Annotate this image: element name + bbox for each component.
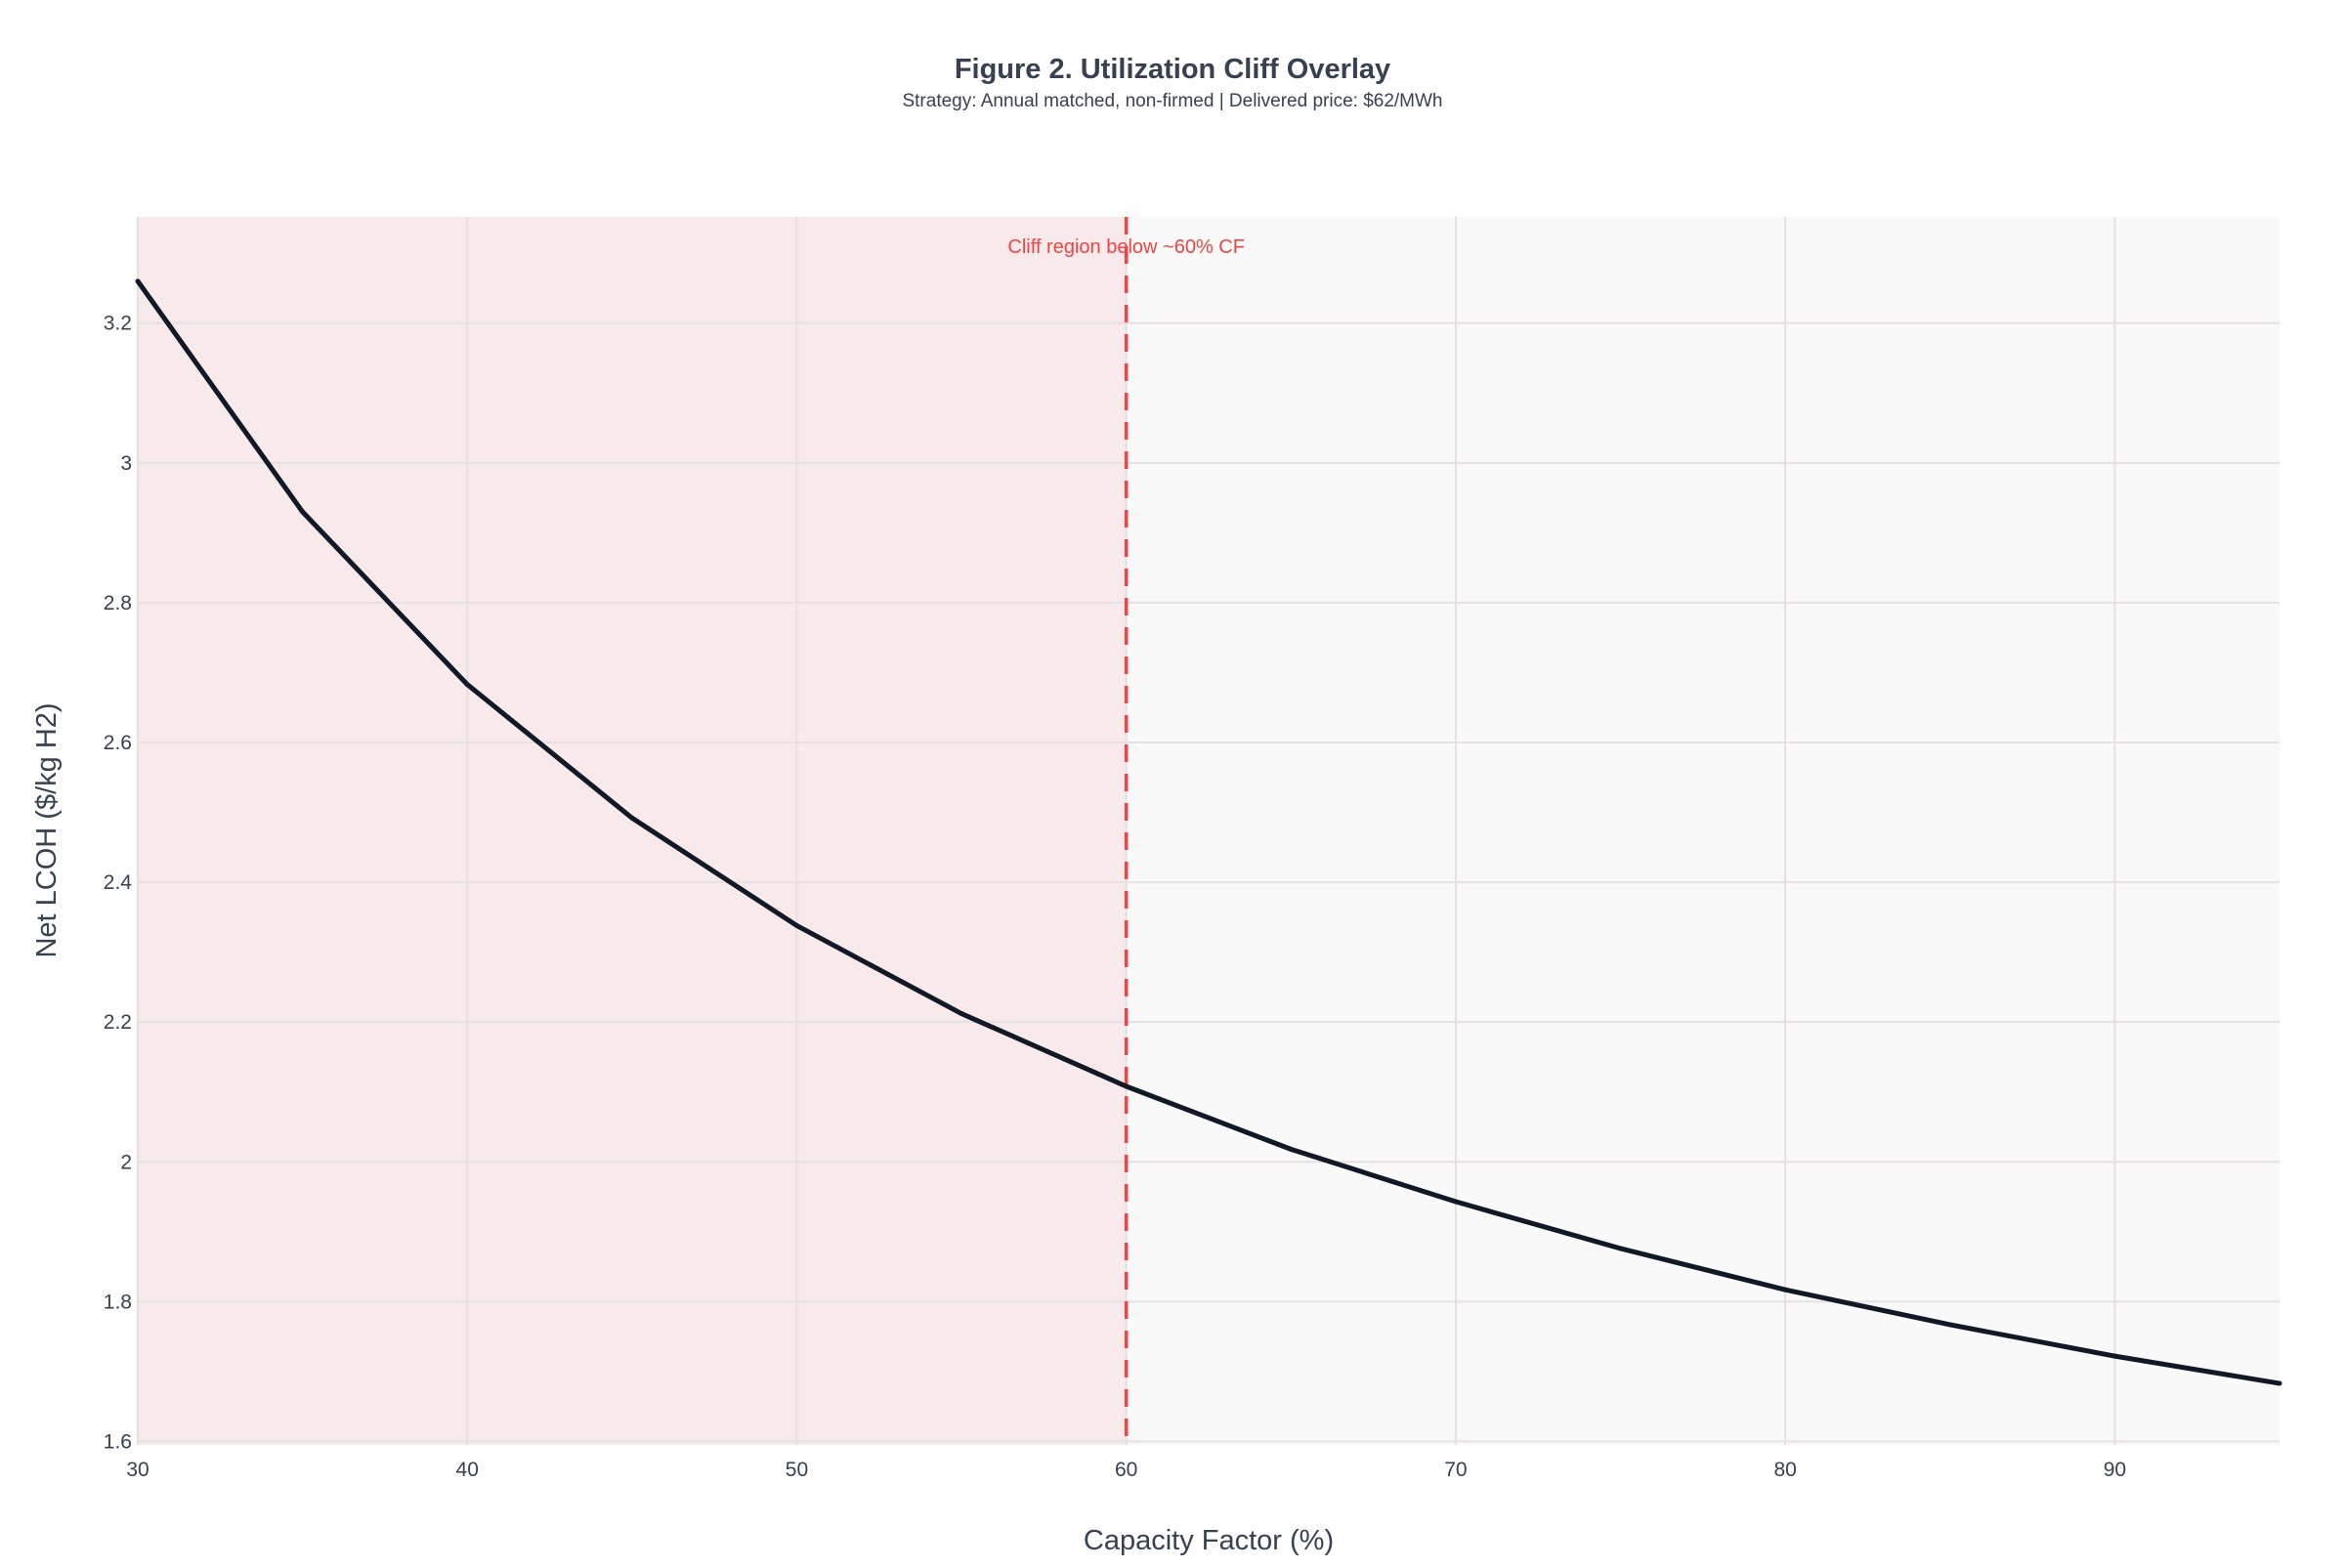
x-tick-label: 30 <box>126 1459 149 1481</box>
y-tick-label: 2.8 <box>104 592 132 614</box>
data-point <box>1947 1322 1953 1328</box>
x-tick-label: 40 <box>456 1459 479 1481</box>
y-tick-label: 2.2 <box>104 1011 132 1034</box>
x-tick-label: 70 <box>1444 1459 1467 1481</box>
data-point <box>1782 1287 1788 1293</box>
data-point <box>2277 1380 2282 1386</box>
y-tick-label: 3 <box>120 452 132 475</box>
data-point <box>2111 1353 2117 1359</box>
data-point <box>1288 1146 1294 1152</box>
x-tick-label: 60 <box>1115 1459 1137 1481</box>
tick-labels: 30 40 50 60 70 80 90 1.6 1.8 2 2.2 2.4 2.6 2.8 3 3.2 <box>104 313 2126 1481</box>
data-point <box>135 278 141 284</box>
data-point <box>1124 1083 1130 1089</box>
data-point <box>959 1011 964 1017</box>
grid <box>137 217 2280 1445</box>
data-point <box>464 682 470 688</box>
x-tick-label: 50 <box>786 1459 808 1481</box>
y-tick-label: 2.4 <box>104 871 133 894</box>
chart-title: Figure 2. Utilization Cliff Overlay <box>955 54 1390 85</box>
x-tick-label: 80 <box>1773 1459 1796 1481</box>
cliff-annotation: Cliff region below ~60% CF <box>1007 236 1245 258</box>
chart-subtitle: Strategy: Annual matched, non-firmed | D… <box>902 91 1442 111</box>
series-line <box>135 279 2281 1386</box>
y-tick-label: 2 <box>120 1151 132 1173</box>
y-tick-label: 2.6 <box>104 732 132 754</box>
y-tick-label: 1.6 <box>104 1430 132 1453</box>
data-point <box>629 815 635 821</box>
y-axis-title: Net LCOH ($/kg H2) <box>31 702 63 957</box>
cliff-region <box>138 217 1127 1445</box>
x-axis-title: Capacity Factor (%) <box>1084 1525 1334 1556</box>
data-point <box>793 922 799 928</box>
y-tick-label: 1.8 <box>104 1291 132 1313</box>
x-tick-label: 90 <box>2104 1459 2126 1481</box>
data-point <box>300 509 306 515</box>
y-tick-label: 3.2 <box>104 313 132 335</box>
data-point <box>1453 1199 1459 1205</box>
data-point <box>1618 1246 1624 1251</box>
